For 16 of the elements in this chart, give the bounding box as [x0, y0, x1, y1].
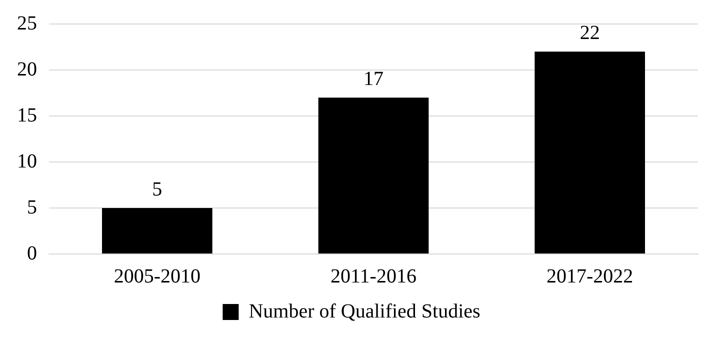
x-tick-label: 2017-2022 [546, 265, 634, 288]
y-tick-label: 0 [27, 242, 37, 264]
data-label: 17 [364, 68, 384, 90]
data-label: 5 [152, 178, 162, 200]
x-tick-label: 2005-2010 [114, 265, 201, 288]
y-tick-label: 15 [17, 104, 37, 126]
legend-label: Number of Qualified Studies [248, 300, 481, 322]
y-tick-label: 5 [27, 196, 37, 218]
y-tick-label: 10 [17, 150, 37, 172]
y-tick-label: 25 [17, 12, 37, 34]
bar [534, 52, 645, 254]
y-tick-label: 20 [17, 58, 37, 80]
data-label: 22 [580, 22, 600, 44]
bar [102, 208, 212, 254]
bar [318, 98, 429, 254]
x-tick-label: 2011-2016 [330, 265, 416, 288]
